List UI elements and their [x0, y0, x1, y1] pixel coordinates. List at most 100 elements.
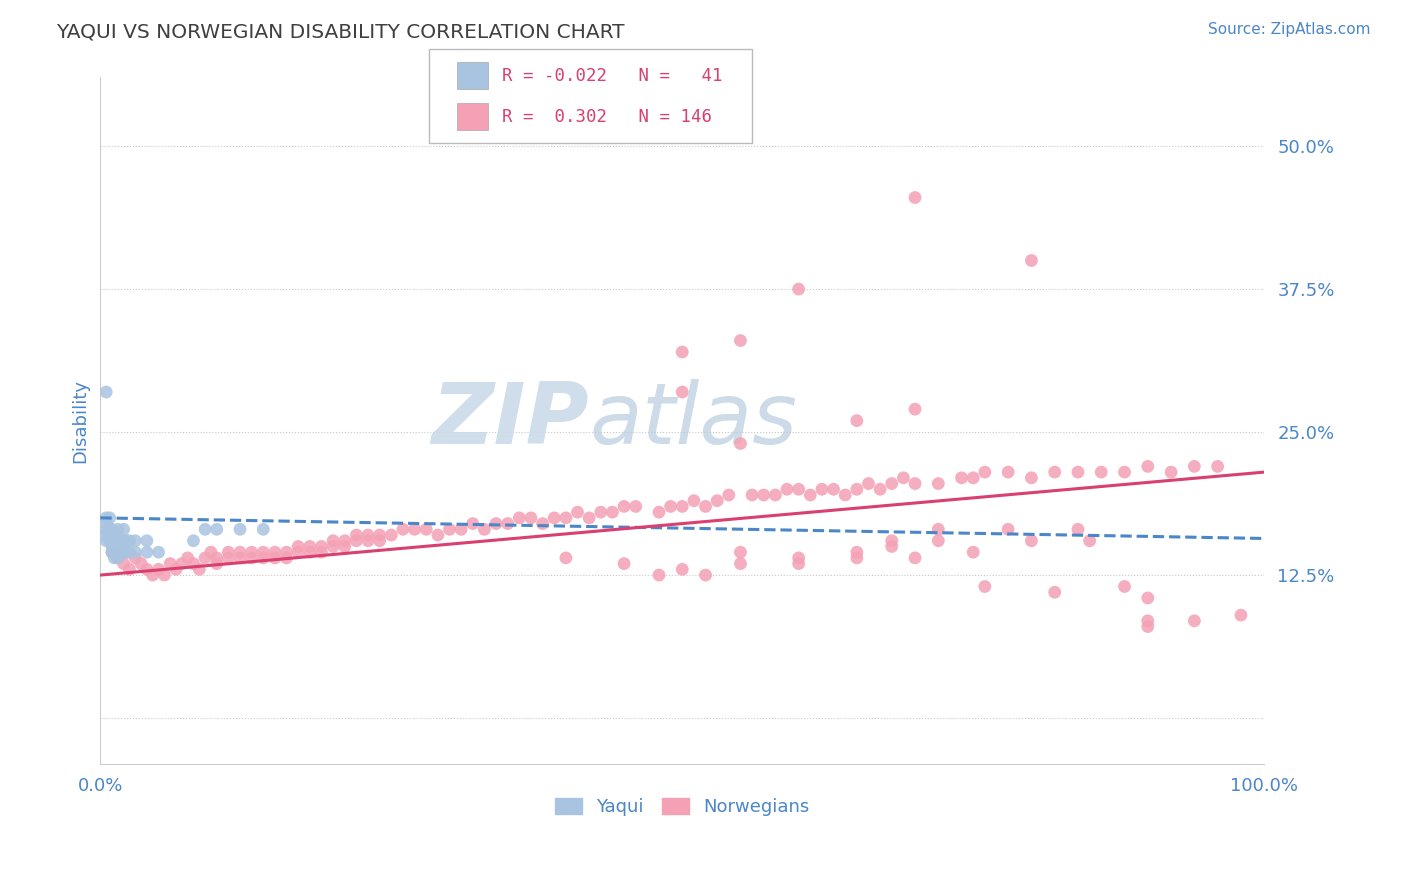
Point [135, 545, 157, 559]
Point [333, 540, 356, 554]
Point [96, 516, 118, 531]
Point [98, 533, 121, 548]
Point [904, 402, 927, 417]
Point [112, 522, 135, 536]
Point [415, 522, 437, 536]
Point [787, 557, 810, 571]
Point [98, 522, 121, 536]
Point [1182, 459, 1205, 474]
Point [1206, 459, 1229, 474]
Point [110, 545, 132, 559]
Point [1090, 465, 1112, 479]
Point [194, 550, 217, 565]
Point [344, 528, 367, 542]
Point [1114, 580, 1136, 594]
Point [1043, 585, 1066, 599]
Point [264, 550, 287, 565]
Point [311, 545, 333, 559]
Point [671, 562, 693, 576]
Point [671, 500, 693, 514]
Text: YAQUI VS NORWEGIAN DISABILITY CORRELATION CHART: YAQUI VS NORWEGIAN DISABILITY CORRELATIO… [56, 22, 624, 41]
Point [717, 488, 740, 502]
Text: atlas: atlas [589, 379, 797, 462]
Point [659, 500, 682, 514]
Point [1114, 465, 1136, 479]
Point [103, 550, 125, 565]
Point [287, 540, 309, 554]
Point [135, 562, 157, 576]
Point [1021, 253, 1043, 268]
Point [962, 471, 984, 485]
Point [776, 483, 799, 497]
Point [287, 545, 309, 559]
Point [1136, 614, 1159, 628]
Point [787, 550, 810, 565]
Point [101, 545, 124, 559]
Point [165, 562, 187, 576]
Point [135, 533, 157, 548]
Point [461, 516, 484, 531]
Point [1043, 465, 1066, 479]
Point [188, 562, 211, 576]
Point [101, 522, 124, 536]
Point [115, 533, 138, 548]
Point [845, 550, 868, 565]
Point [613, 500, 636, 514]
Point [124, 533, 146, 548]
Point [183, 533, 205, 548]
Point [880, 476, 903, 491]
Point [170, 557, 193, 571]
Point [1182, 614, 1205, 628]
Point [904, 190, 927, 204]
Point [1078, 533, 1101, 548]
Point [1160, 465, 1182, 479]
Point [264, 545, 287, 559]
Point [1136, 459, 1159, 474]
Point [124, 550, 146, 565]
Point [787, 282, 810, 296]
Point [811, 483, 834, 497]
Point [344, 533, 367, 548]
Point [205, 522, 228, 536]
Point [706, 493, 728, 508]
Point [276, 550, 298, 565]
Point [200, 545, 222, 559]
Point [904, 550, 927, 565]
Point [730, 436, 752, 450]
Point [368, 533, 391, 548]
Point [98, 528, 121, 542]
Point [531, 516, 554, 531]
Point [101, 528, 124, 542]
Point [1021, 533, 1043, 548]
Point [834, 488, 856, 502]
Point [107, 550, 129, 565]
Point [845, 483, 868, 497]
Point [96, 533, 118, 548]
Point [520, 511, 543, 525]
Point [648, 505, 671, 519]
Point [118, 533, 141, 548]
Point [240, 545, 263, 559]
Point [554, 511, 576, 525]
Point [322, 540, 344, 554]
Point [298, 540, 321, 554]
Point [927, 522, 949, 536]
Point [823, 483, 845, 497]
Point [799, 488, 821, 502]
Point [96, 511, 118, 525]
Point [322, 533, 344, 548]
Point [112, 557, 135, 571]
Point [357, 533, 380, 548]
Point [730, 334, 752, 348]
Point [124, 545, 146, 559]
Point [1021, 471, 1043, 485]
Point [648, 568, 671, 582]
Point [1136, 619, 1159, 633]
Point [159, 557, 181, 571]
Point [567, 505, 589, 519]
Point [927, 533, 949, 548]
Point [752, 488, 775, 502]
Point [107, 533, 129, 548]
Text: R = -0.022   N =   41: R = -0.022 N = 41 [502, 68, 723, 86]
Point [695, 500, 717, 514]
